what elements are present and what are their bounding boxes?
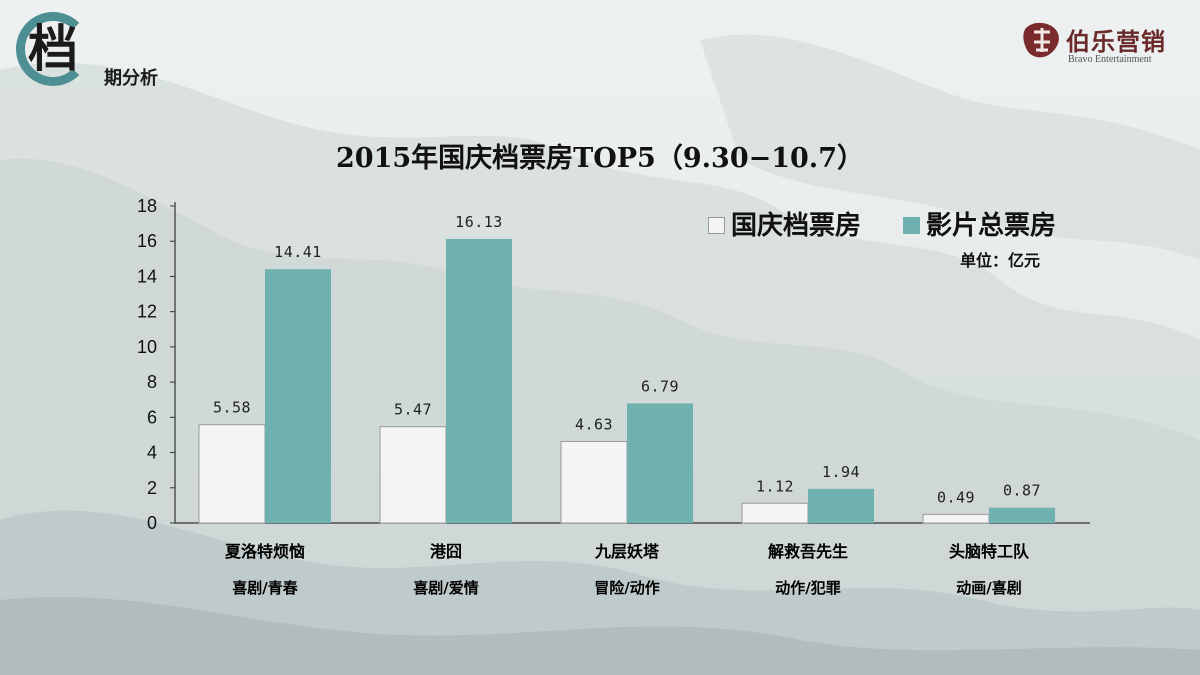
badge-text: 期分析 xyxy=(104,68,158,89)
brand-seal-icon xyxy=(1023,22,1059,58)
y-tick-label: 6 xyxy=(147,407,157,427)
legend-item-holiday: 国庆档票房 xyxy=(708,205,861,242)
data-label: 0.49 xyxy=(937,488,975,506)
bar-total xyxy=(627,403,693,523)
data-label: 5.47 xyxy=(394,401,432,419)
bar-holiday xyxy=(198,424,266,524)
y-tick-label: 18 xyxy=(137,196,157,216)
y-tick-label: 0 xyxy=(147,513,157,533)
y-tick-label: 12 xyxy=(137,302,157,322)
legend-swatch-total xyxy=(903,217,920,234)
category-label: 解救吾先生 xyxy=(768,542,848,561)
genre-label: 喜剧/爱情 xyxy=(413,579,478,597)
y-tick-label: 16 xyxy=(137,231,157,251)
data-label: 16.13 xyxy=(455,213,503,231)
data-label: 5.58 xyxy=(213,399,251,417)
category-label: 港囧 xyxy=(430,542,462,561)
y-tick-label: 4 xyxy=(147,443,157,463)
badge-char: 档 xyxy=(28,19,78,78)
category-label: 九层妖塔 xyxy=(594,542,660,561)
data-label: 1.12 xyxy=(756,477,794,495)
bar-total xyxy=(808,488,874,523)
legend-label-holiday: 国庆档票房 xyxy=(731,211,862,241)
bar-total xyxy=(265,269,331,523)
category-label: 夏洛特烦恼 xyxy=(224,542,305,561)
unit-label: 单位：亿元 xyxy=(960,251,1041,270)
bar-holiday xyxy=(741,502,809,524)
data-label: 0.87 xyxy=(1003,482,1041,500)
data-label: 14.41 xyxy=(274,243,322,261)
data-label: 4.63 xyxy=(575,415,613,433)
bar-holiday xyxy=(922,513,990,524)
brand-name: 伯乐营销 xyxy=(1066,27,1166,56)
section-badge: 档 期分析 xyxy=(16,12,186,102)
y-tick-label: 8 xyxy=(147,372,157,392)
legend-label-total: 影片总票房 xyxy=(926,211,1057,241)
chart-title: 2015年国庆档票房TOP5（9.30−10.7） xyxy=(336,143,864,174)
y-tick-label: 10 xyxy=(137,337,157,357)
y-tick-label: 14 xyxy=(137,266,157,286)
data-label: 6.79 xyxy=(641,377,679,395)
category-label: 头脑特工队 xyxy=(949,542,1030,561)
brand-subtitle: Bravo Entertainment xyxy=(1068,54,1152,65)
bar-holiday xyxy=(560,440,628,524)
bar-holiday xyxy=(379,426,447,524)
bar-total xyxy=(989,507,1055,523)
brand-logo: 伯乐营销 Bravo Entertainment xyxy=(1020,12,1190,72)
y-tick-label: 2 xyxy=(147,478,157,498)
legend-swatch-holiday xyxy=(708,217,725,234)
legend-item-total: 影片总票房 xyxy=(903,205,1056,242)
badge-ring-icon xyxy=(16,12,90,86)
bar-total xyxy=(446,238,512,523)
chart-bars xyxy=(198,238,1055,524)
genre-label: 动画/喜剧 xyxy=(956,579,1021,597)
data-label: 1.94 xyxy=(822,463,860,481)
genre-label: 动作/犯罪 xyxy=(775,579,840,597)
genre-label: 喜剧/青春 xyxy=(232,579,297,597)
genre-label: 冒险/动作 xyxy=(594,579,659,597)
